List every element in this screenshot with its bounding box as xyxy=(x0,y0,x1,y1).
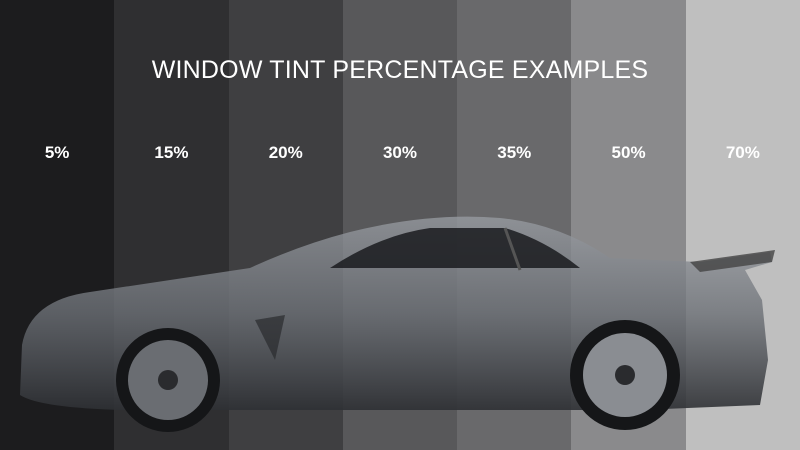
car-windows xyxy=(330,228,580,268)
tint-label: 15% xyxy=(154,143,189,162)
car-spoiler xyxy=(690,250,775,272)
tint-label: 35% xyxy=(497,143,532,162)
side-vent xyxy=(255,315,285,360)
rear-wheel xyxy=(570,320,680,430)
tint-label: 20% xyxy=(268,143,303,162)
front-wheel xyxy=(116,328,220,432)
tint-label: 5% xyxy=(44,143,70,162)
tint-label: 70% xyxy=(725,143,760,162)
tint-label: 50% xyxy=(611,143,646,162)
tint-label: 30% xyxy=(382,143,417,162)
page-title: WINDOW TINT PERCENTAGE EXAMPLES xyxy=(151,56,649,84)
